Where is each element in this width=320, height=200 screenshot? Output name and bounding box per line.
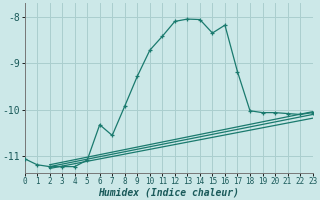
X-axis label: Humidex (Indice chaleur): Humidex (Indice chaleur) bbox=[98, 187, 239, 197]
